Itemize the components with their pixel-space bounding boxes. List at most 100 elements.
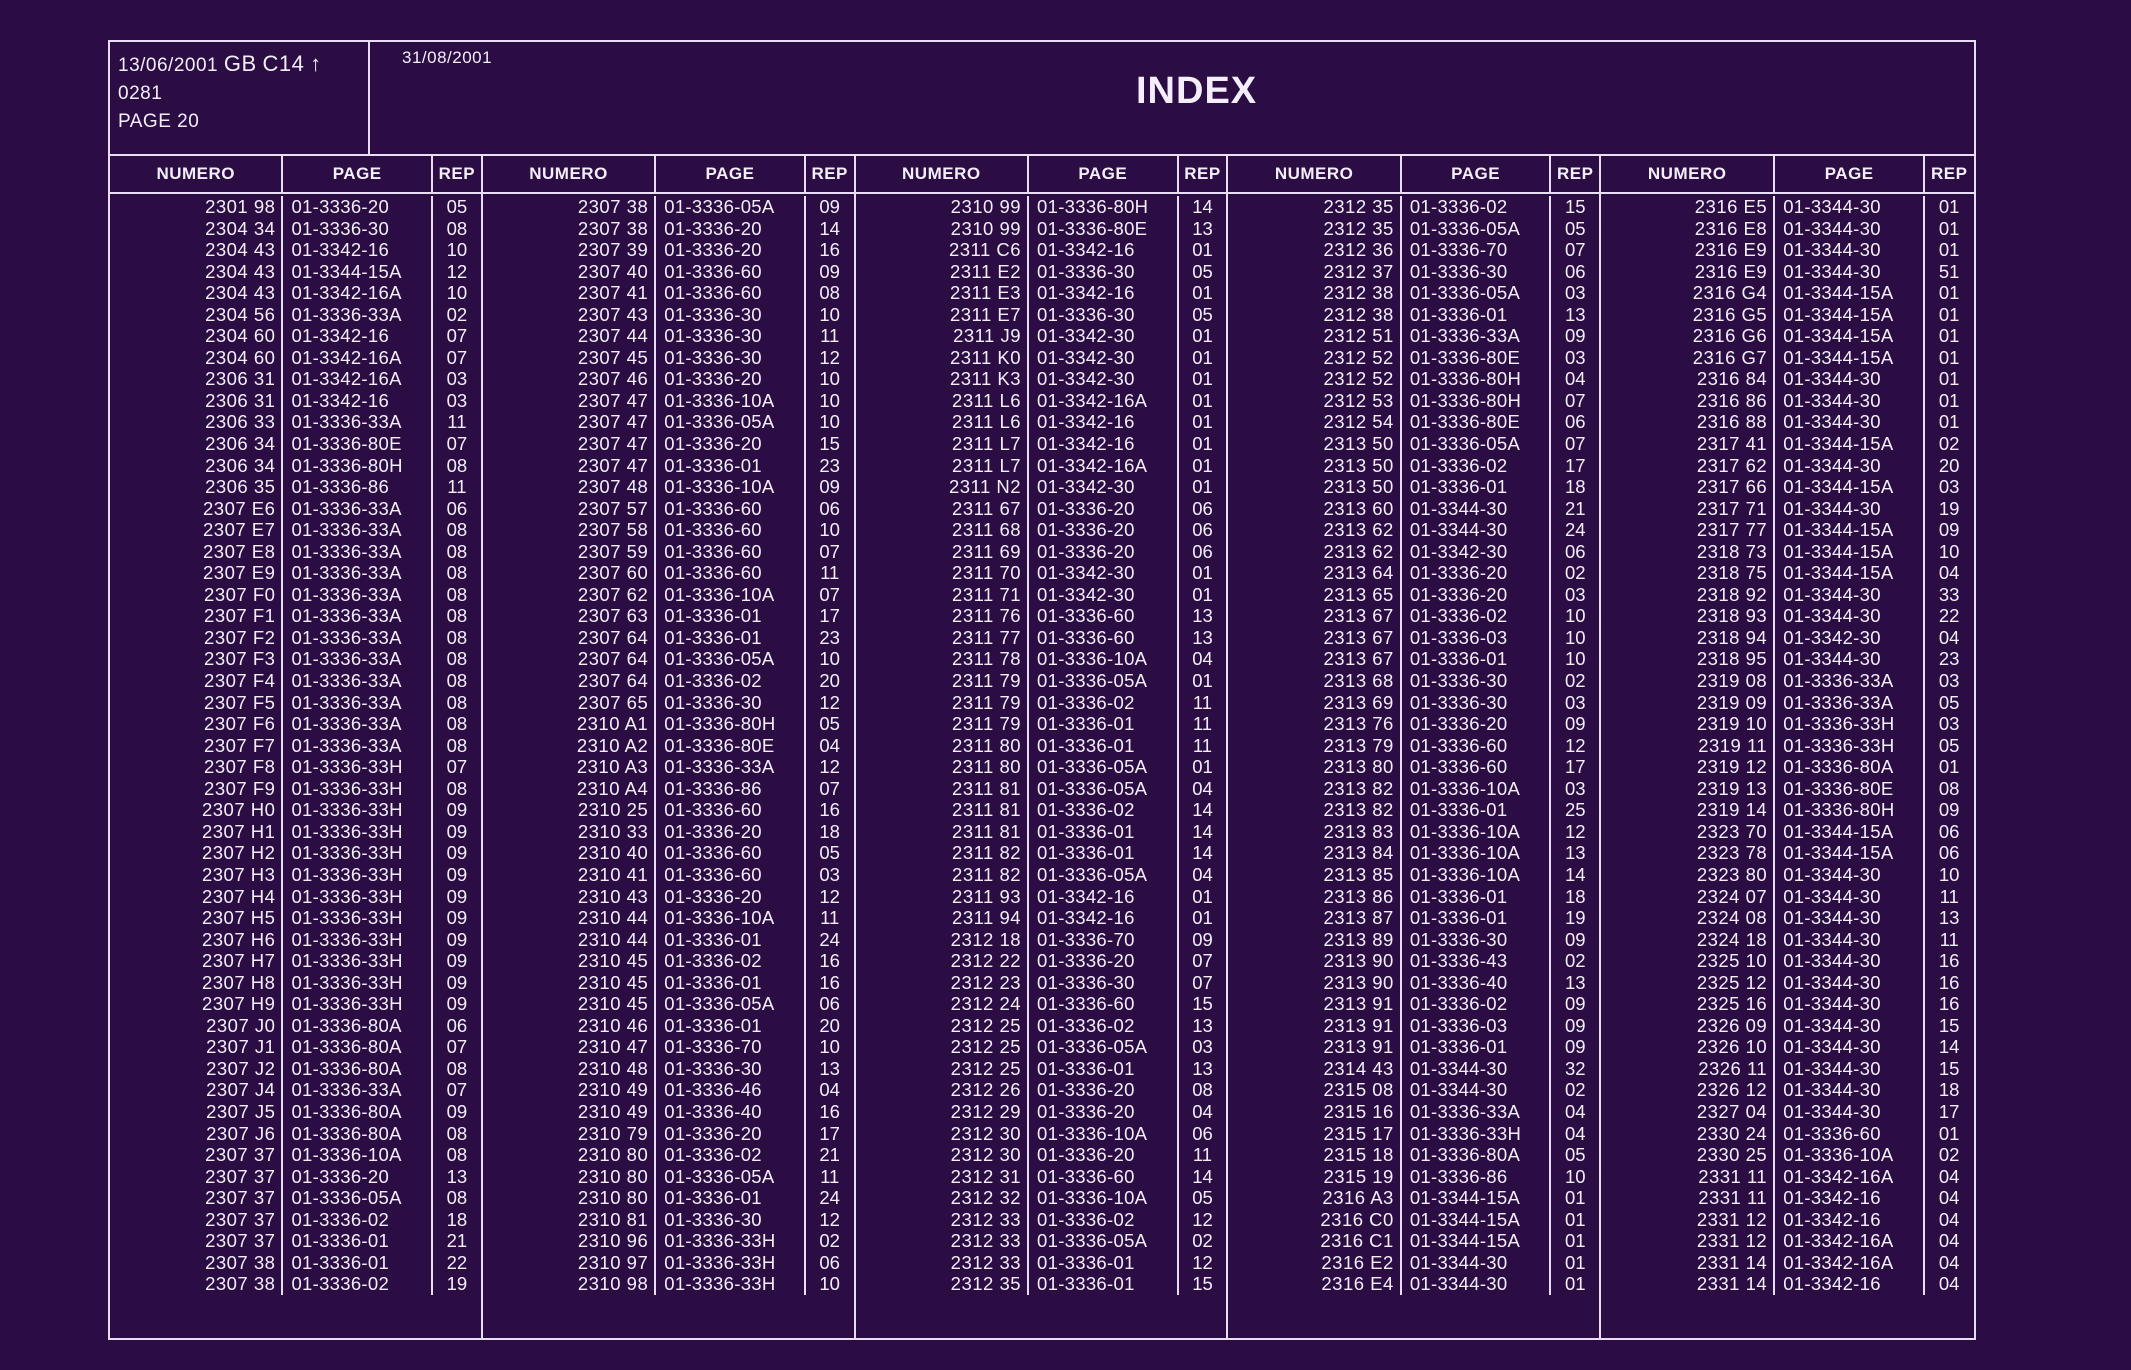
cell-rep: 09 xyxy=(1564,928,1586,950)
cell-page: 01-3336-60 xyxy=(656,562,806,584)
cell-page: 01-3336-20 xyxy=(283,1165,433,1188)
cell-numero: 2307 H0 xyxy=(110,799,284,821)
cell-rep: 15 xyxy=(819,433,840,455)
cell-page: 01-3336-02 xyxy=(656,1144,806,1166)
cell-rep: 10 xyxy=(1564,648,1586,670)
table-row: 2307 H6 01-3336-33H 09 xyxy=(110,928,481,951)
cell-rep: 06 xyxy=(1938,820,1960,842)
cell-rep: 07 xyxy=(446,346,468,368)
table-row: 2325 10 01-3344-30 16 xyxy=(1601,950,1974,972)
cell-page: 01-3336-60 xyxy=(1775,1122,1926,1145)
table-row: 2316 G6 01-3344-15A 01 xyxy=(1601,325,1974,347)
cell-rep: 13 xyxy=(1564,971,1586,993)
table-row: 2307 47 01-3336-20 15 xyxy=(483,433,854,455)
cell-page: 01-3342-30 xyxy=(1775,626,1926,649)
table-row: 2314 43 01-3344-30 32 xyxy=(1228,1057,1599,1080)
cell-rep: 12 xyxy=(819,1208,840,1230)
cell-rep: 02 xyxy=(1564,950,1586,972)
cell-page: 01-3336-02 xyxy=(656,670,806,692)
table-row: 2316 E4 01-3344-30 01 xyxy=(1228,1273,1599,1295)
column-header-page: PAGE xyxy=(656,156,806,192)
cell-rep: 18 xyxy=(1564,885,1586,907)
cell-rep: 07 xyxy=(819,540,840,562)
cell-rep: 08 xyxy=(446,1144,468,1166)
cell-page: 01-3336-10A xyxy=(656,389,806,412)
table-row: 2307 38 01-3336-05A 09 xyxy=(483,196,854,218)
cell-rep: 14 xyxy=(1192,799,1213,821)
cell-numero: 2324 18 xyxy=(1601,928,1776,951)
cell-rep: 09 xyxy=(446,993,468,1015)
cell-numero: 2307 F2 xyxy=(110,626,284,649)
cell-rep: 10 xyxy=(819,368,840,390)
cell-rep: 02 xyxy=(1938,1144,1960,1166)
cell-numero: 2318 92 xyxy=(1601,583,1776,606)
cell-page: 01-3336-60 xyxy=(1029,626,1179,649)
table-row: 2313 83 01-3336-10A 12 xyxy=(1228,820,1599,843)
cell-numero: 2313 60 xyxy=(1228,497,1402,520)
cell-page: 01-3336-20 xyxy=(1029,540,1179,563)
cell-page: 01-3336-80E xyxy=(1402,346,1552,369)
cell-numero: 2316 E4 xyxy=(1228,1273,1402,1295)
cell-page: 01-3336-30 xyxy=(656,325,806,347)
cell-numero: 2312 18 xyxy=(856,928,1030,951)
table-row: 2307 64 01-3336-05A 10 xyxy=(483,648,854,671)
cell-page: 01-3342-16A xyxy=(1775,1251,1926,1274)
cell-rep: 07 xyxy=(1564,239,1586,261)
table-row: 2331 11 01-3342-16 04 xyxy=(1601,1187,1974,1209)
cell-page: 01-3336-30 xyxy=(1029,971,1179,994)
cell-rep: 33 xyxy=(1938,583,1960,605)
cell-page: 01-3344-15A xyxy=(1775,476,1926,498)
cell-page: 01-3336-33A xyxy=(283,411,433,434)
table-row: 2310 80 01-3336-02 21 xyxy=(483,1144,854,1166)
cell-rep: 10 xyxy=(819,303,840,325)
cell-numero: 2312 52 xyxy=(1228,346,1402,369)
cell-numero: 2307 H9 xyxy=(110,993,284,1015)
cell-rep: 14 xyxy=(1192,1165,1213,1187)
table-row: 2319 10 01-3336-33H 03 xyxy=(1601,713,1974,735)
cell-rep: 01 xyxy=(1564,1187,1586,1209)
cell-numero: 2319 08 xyxy=(1601,670,1776,692)
cell-numero: 2310 33 xyxy=(483,820,657,843)
cell-numero: 2307 E8 xyxy=(110,540,284,563)
cell-numero: 2319 11 xyxy=(1601,734,1776,757)
cell-page: 01-3336-33A xyxy=(283,540,433,563)
table-row: 2312 24 01-3336-60 15 xyxy=(856,993,1227,1015)
cell-rep: 08 xyxy=(819,282,840,304)
cell-numero: 2331 12 xyxy=(1601,1208,1776,1231)
cell-rep: 03 xyxy=(819,863,840,885)
table-row: 2307 47 01-3336-05A 10 xyxy=(483,411,854,434)
cell-rep: 03 xyxy=(1938,713,1960,735)
column-header-numero: NUMERO xyxy=(110,156,284,192)
cell-numero: 2310 49 xyxy=(483,1079,657,1101)
table-row: 2318 93 01-3344-30 22 xyxy=(1601,605,1974,627)
cell-rep: 09 xyxy=(1564,1014,1586,1036)
cell-rep: 01 xyxy=(1564,1251,1586,1273)
cell-numero: 2307 57 xyxy=(483,497,657,520)
cell-rep: 04 xyxy=(1564,368,1586,390)
column-header-rep: REP xyxy=(1184,164,1221,183)
cell-page: 01-3336-10A xyxy=(1029,648,1179,671)
table-row: 2316 G5 01-3344-15A 01 xyxy=(1601,303,1974,326)
table-row: 2312 23 01-3336-30 07 xyxy=(856,971,1227,994)
cell-rep: 06 xyxy=(819,993,840,1015)
cell-rep: 04 xyxy=(1938,1230,1960,1252)
cell-rep: 12 xyxy=(1564,820,1586,842)
cell-numero: 2307 59 xyxy=(483,540,657,563)
cell-rep: 23 xyxy=(819,626,840,648)
cell-page: 01-3336-80H xyxy=(1775,799,1926,821)
cell-page: 01-3344-30 xyxy=(1402,1273,1552,1295)
cell-rep: 02 xyxy=(446,303,468,325)
table-row: 2307 F1 01-3336-33A 08 xyxy=(110,605,481,627)
cell-numero: 2307 63 xyxy=(483,605,657,627)
cell-rep: 06 xyxy=(819,497,840,519)
table-row: 2331 14 01-3342-16 04 xyxy=(1601,1273,1974,1295)
cell-page: 01-3342-16 xyxy=(1029,411,1179,434)
cell-rep: 04 xyxy=(1938,626,1960,648)
cell-numero: 2316 E9 xyxy=(1601,260,1776,283)
cell-rep: 19 xyxy=(446,1273,468,1295)
cell-numero: 2306 34 xyxy=(110,454,284,477)
cell-numero: 2307 39 xyxy=(483,239,657,261)
table-row: 2316 E9 01-3344-30 51 xyxy=(1601,260,1974,283)
cell-page: 01-3336-33H xyxy=(1775,713,1926,735)
table-row: 2307 48 01-3336-10A 09 xyxy=(483,476,854,498)
